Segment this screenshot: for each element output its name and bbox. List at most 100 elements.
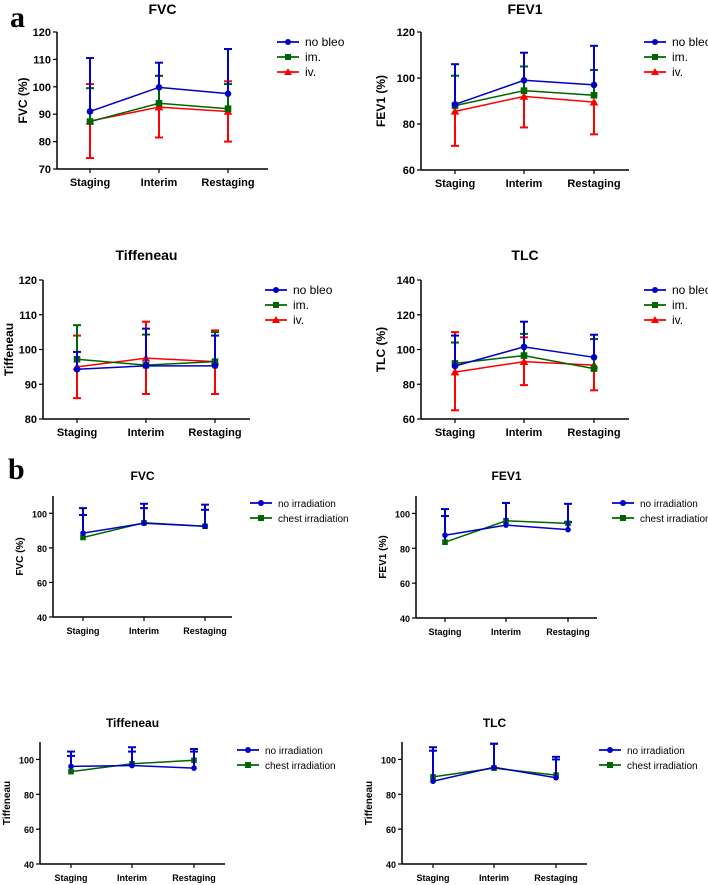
y-tick-label: 140	[397, 275, 415, 287]
legend-marker	[285, 54, 291, 60]
legend-marker	[652, 302, 658, 308]
series-no-bleo	[451, 44, 598, 108]
data-point	[590, 81, 598, 89]
y-axis-label: Tiffeneau	[2, 781, 13, 825]
legend-item: chest irradiation	[237, 761, 336, 772]
data-point	[211, 362, 219, 370]
legend-item: no bleo	[644, 283, 708, 297]
legend-label: chest irradiation	[265, 761, 336, 772]
data-point	[553, 774, 559, 781]
y-tick-label: 100	[381, 755, 396, 765]
chart-a-tlc: TLC 60 80 100 120 140 Staging Interim Restaging T…	[374, 247, 708, 439]
legend-label: im.	[305, 50, 321, 64]
legend-item: chest irradiation	[612, 514, 708, 525]
y-tick-label: 100	[397, 345, 415, 357]
legend-marker	[652, 287, 658, 293]
data-point	[503, 522, 509, 528]
data-point	[224, 105, 232, 113]
y-tick-label: 110	[33, 54, 51, 66]
legend-item: im.	[644, 50, 688, 64]
legend-label: im.	[672, 50, 688, 64]
data-point	[80, 530, 86, 536]
legend-label: chest irradiation	[278, 514, 349, 525]
y-axis-label: Tiffeneau	[364, 781, 375, 825]
y-tick-label: 80	[403, 379, 415, 391]
chart-title: FVC	[131, 469, 155, 483]
legend-label: no irradiation	[627, 746, 685, 757]
x-tick-label: Staging	[417, 873, 450, 883]
legend-item: no bleo	[277, 35, 345, 49]
y-tick-label: 40	[37, 613, 47, 623]
data-point	[191, 765, 197, 771]
chart-b-fev1: FEV1 40 60 80 100 Staging Interim Restaging FEV1…	[378, 469, 708, 637]
legend-marker	[620, 500, 626, 506]
x-tick-label: Staging	[435, 178, 475, 190]
legend-marker	[652, 39, 658, 45]
y-tick-label: 90	[39, 109, 51, 121]
y-tick-label: 80	[386, 790, 396, 800]
x-tick-label: Interim	[141, 177, 178, 189]
legend-marker	[258, 515, 264, 521]
legend-label: chest irradiation	[627, 761, 698, 772]
legend-marker	[620, 515, 626, 521]
legend-label: no irradiation	[265, 746, 323, 757]
data-point	[519, 92, 529, 100]
legend-item: iv.	[265, 313, 304, 327]
x-tick-label: Interim	[491, 627, 521, 637]
data-point	[80, 534, 86, 541]
x-tick-label: Staging	[435, 427, 475, 439]
x-tick-label: Restaging	[188, 427, 241, 439]
data-point	[73, 366, 81, 373]
data-point	[520, 87, 528, 94]
y-tick-label: 80	[39, 137, 51, 149]
data-point	[450, 107, 460, 115]
data-point	[430, 778, 436, 785]
x-tick-label: Restaging	[534, 873, 578, 883]
data-point	[520, 77, 528, 84]
legend-marker	[607, 747, 613, 753]
legend-marker	[258, 500, 264, 506]
y-tick-label: 90	[25, 379, 37, 391]
legend-item: chest irradiation	[250, 514, 349, 525]
legend-item: no bleo	[265, 283, 333, 297]
y-tick-label: 60	[24, 825, 34, 835]
data-point	[520, 352, 528, 359]
data-point	[590, 91, 598, 99]
chart-title: TLC	[483, 716, 507, 730]
series-no-irradiation	[441, 501, 572, 539]
data-point	[86, 118, 94, 125]
y-tick-label: 80	[403, 119, 415, 131]
y-axis-label: TLC (%)	[374, 327, 388, 372]
series-no-irradiation	[67, 746, 198, 771]
data-point	[68, 768, 74, 775]
x-tick-label: Interim	[117, 873, 147, 883]
y-tick-label: 110	[19, 310, 37, 322]
x-tick-label: Restaging	[201, 177, 254, 189]
y-tick-label: 120	[397, 310, 415, 322]
data-point	[565, 526, 571, 533]
y-tick-label: 100	[395, 509, 410, 519]
y-axis-label: FEV1 (%)	[374, 75, 388, 127]
series-no-irradiation	[429, 742, 560, 785]
data-point	[155, 99, 163, 107]
series-no-bleo	[451, 320, 598, 370]
data-point	[519, 357, 529, 365]
panel-label-b: b	[8, 453, 25, 486]
x-tick-label: Restaging	[546, 627, 590, 637]
chart-title: Tiffeneau	[106, 716, 159, 730]
x-tick-label: Staging	[67, 626, 100, 636]
legend-item: no bleo	[644, 35, 708, 49]
chart-b-tiffeneau: Tiffeneau 40 60 80 100 Staging Interim Restagin…	[2, 716, 336, 883]
y-tick-label: 60	[400, 579, 410, 589]
x-tick-label: Restaging	[172, 873, 216, 883]
y-tick-label: 100	[19, 345, 37, 357]
legend-item: no irradiation	[599, 746, 685, 757]
legend-label: iv.	[672, 65, 683, 79]
legend-label: iv.	[293, 313, 304, 327]
y-axis-label: FVC (%)	[15, 537, 26, 575]
data-point	[129, 762, 135, 769]
y-tick-label: 100	[33, 82, 51, 94]
legend-label: iv.	[672, 313, 683, 327]
